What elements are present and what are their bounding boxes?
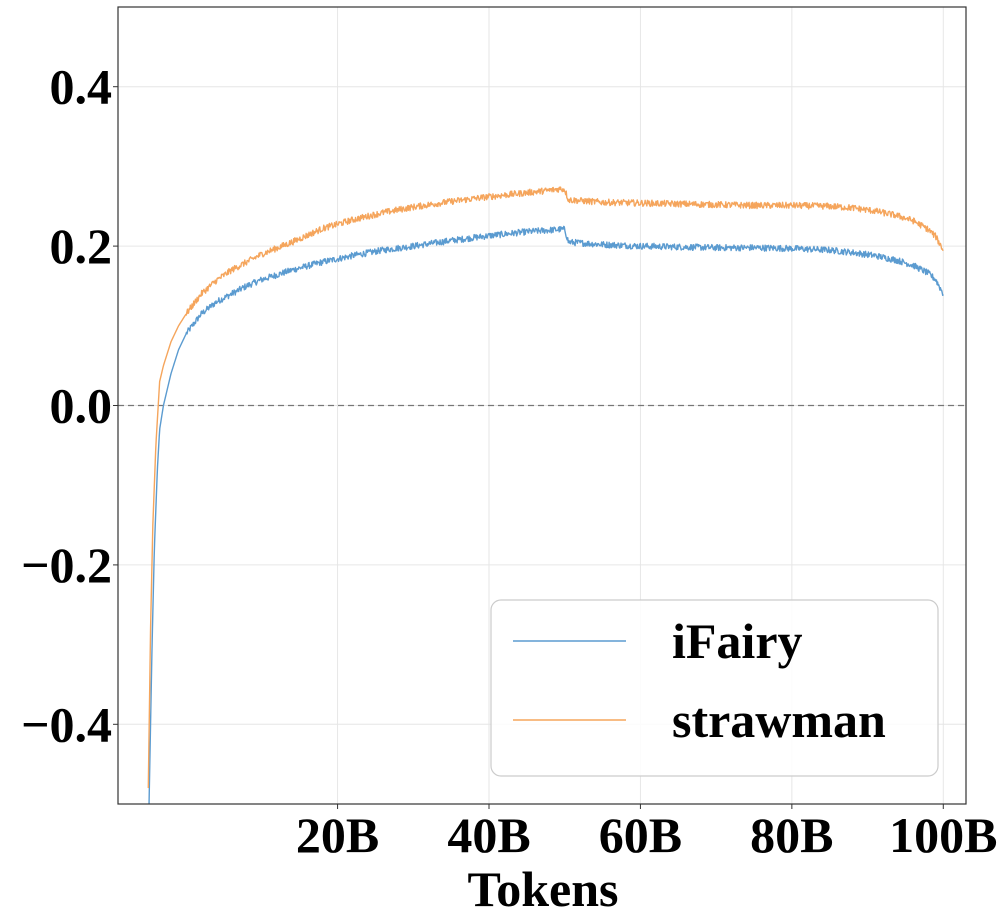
legend-label-ifairy: iFairy — [672, 613, 803, 669]
y-tick-label: −0.4 — [21, 696, 112, 752]
x-tick-label: 80B — [750, 807, 833, 863]
y-tick-label: 0.4 — [50, 59, 113, 115]
series-line-strawman — [147, 186, 944, 789]
series-line-ifairy — [148, 225, 944, 805]
series-lines — [147, 186, 944, 805]
y-tick-label: 0.0 — [50, 378, 113, 434]
x-tick-label: 60B — [599, 807, 682, 863]
x-axis-title: Tokens — [467, 861, 618, 917]
x-tick-label: 40B — [447, 807, 530, 863]
y-tick-label: −0.2 — [21, 537, 112, 593]
y-tick-label: 0.2 — [50, 218, 113, 274]
x-tick-label: 100B — [889, 807, 997, 863]
x-axis-ticks: 20B 40B 60B 80B 100B — [296, 804, 997, 863]
legend-box — [490, 599, 939, 777]
y-axis-ticks: 0.4 0.2 0.0 −0.2 −0.4 — [21, 59, 118, 752]
x-tick-label: 20B — [296, 807, 379, 863]
legend-label-strawman: strawman — [672, 692, 886, 748]
legend: iFairy strawman — [490, 599, 939, 777]
